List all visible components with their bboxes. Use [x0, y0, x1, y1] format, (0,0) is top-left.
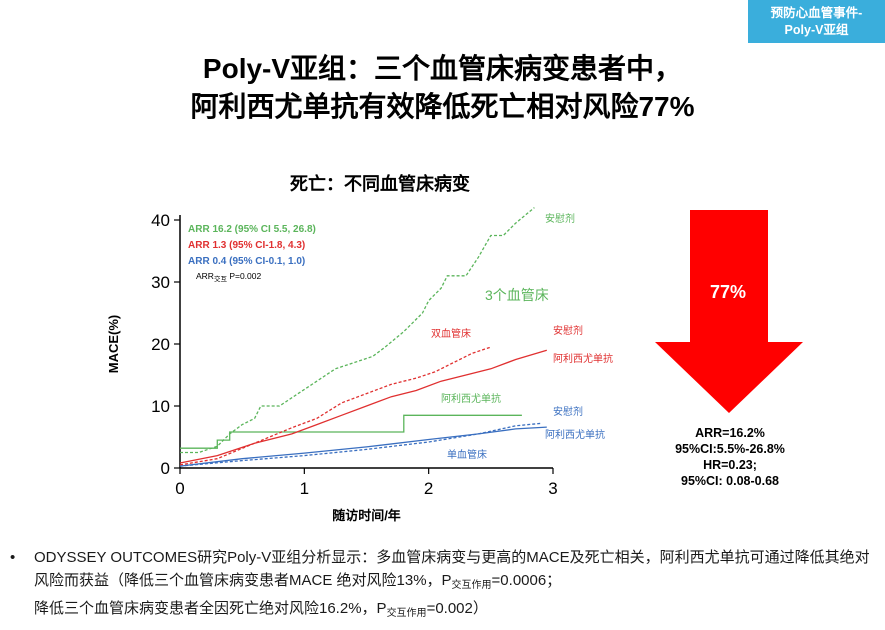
series-line — [180, 207, 535, 454]
stat-hr: HR=0.23; — [703, 458, 757, 472]
legend-entry: ARR 0.4 (95% CI-0.1, 1.0) — [188, 256, 305, 267]
x-tick-label: 0 — [175, 479, 184, 498]
x-tick-label: 1 — [300, 479, 309, 498]
bullet-marker: • — [10, 549, 16, 566]
p2-value: =0.002） — [426, 600, 488, 617]
stat-hr-ci: 95%CI: 0.08-0.68 — [681, 474, 779, 488]
bullet-text: ODYSSEY OUTCOMES研究Poly-V亚组分析显示：多血管床病变与更高… — [34, 546, 870, 625]
annotation-label: 安慰剂 — [553, 405, 583, 418]
p-label: P — [376, 600, 387, 617]
annotation-label: 双血管床 — [431, 327, 471, 340]
y-axis-label: MACE(%) — [106, 315, 121, 374]
annotation-label: 安慰剂 — [545, 212, 575, 225]
legend-entry: ARR 1.3 (95% CI-1.8, 4.3) — [188, 240, 305, 251]
reduction-percent: 77% — [709, 282, 747, 302]
badge-line2: Poly-V亚组 — [784, 22, 849, 37]
corner-badge: 预防心血管事件- Poly-V亚组 — [748, 0, 885, 43]
p-subscript: 交互作用 — [451, 580, 492, 591]
legend-entry: ARR 16.2 (95% CI 5.5, 26.8) — [188, 224, 316, 235]
down-arrow-shape — [655, 210, 803, 413]
annotation-label: 安慰剂 — [553, 324, 583, 337]
badge-line1: 预防心血管事件- — [770, 5, 863, 20]
chart-title: 死亡：不同血管床病变 — [290, 174, 470, 194]
legend-note: ARR交互 P=0.002 — [196, 271, 261, 283]
series-line — [179, 349, 547, 464]
p-label: P — [441, 572, 452, 589]
series-line — [180, 414, 522, 449]
slide-title: Poly-V亚组：三个血管床病变患者中， 阿利西尤单抗有效降低死亡相对风险77% — [0, 50, 885, 126]
bullet-text-part2: 降低三个血管床病变患者全因死亡绝对风险16.2%， — [34, 600, 377, 617]
y-tick-label: 30 — [151, 273, 170, 292]
series-line — [179, 346, 492, 466]
annotation-label: 阿利西尤单抗 — [441, 392, 501, 405]
p-subscript: 交互作用 — [386, 608, 427, 619]
reduction-arrow — [655, 210, 803, 413]
x-tick-label: 3 — [548, 479, 557, 498]
stat-arr-ci: 95%CI:5.5%-26.8% — [675, 442, 785, 456]
annotation-label: 阿利西尤单抗 — [545, 428, 605, 441]
km-chart: 0 10 20 30 40 0 1 2 3 MACE(%) 随访时间/年 ARR 16.2 (95% … — [106, 207, 613, 523]
y-tick-label: 10 — [151, 397, 170, 416]
x-tick-label: 2 — [424, 479, 433, 498]
series-line — [179, 426, 547, 467]
y-tick-label: 0 — [161, 459, 170, 478]
annotation-label: 单血管床 — [447, 448, 487, 461]
y-tick-label: 40 — [151, 211, 170, 230]
annotation-label: 阿利西尤单抗 — [553, 352, 613, 365]
slide-title-line2: 阿利西尤单抗有效降低死亡相对风险77% — [190, 91, 695, 122]
annotation-label: 3个血管床 — [485, 287, 549, 303]
stats-block: ARR=16.2% 95%CI:5.5%-26.8% HR=0.23; 95%C… — [655, 425, 805, 489]
bullet-text-part1: ODYSSEY OUTCOMES研究Poly-V亚组分析显示：多血管床病变与更高… — [34, 549, 870, 589]
summary-bullet: • ODYSSEY OUTCOMES研究Poly-V亚组分析显示：多血管床病变与… — [10, 546, 870, 625]
x-axis-label: 随访时间/年 — [332, 508, 401, 523]
p1-value: =0.0006； — [491, 572, 562, 589]
slide-title-line1: Poly-V亚组：三个血管床病变患者中， — [202, 53, 683, 84]
y-tick-label: 20 — [151, 335, 170, 354]
series-line — [179, 422, 541, 467]
stat-arr: ARR=16.2% — [695, 426, 765, 440]
